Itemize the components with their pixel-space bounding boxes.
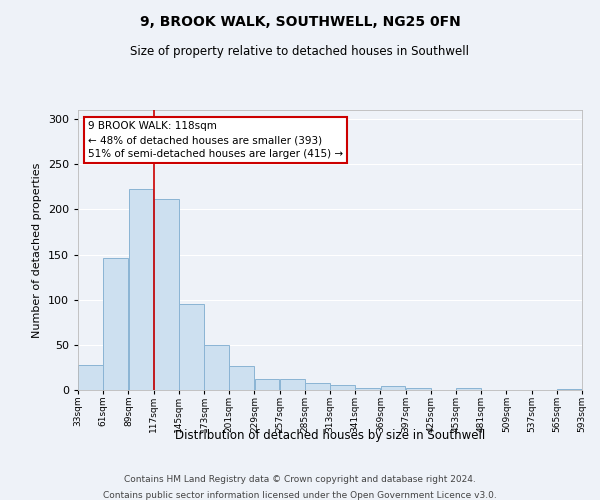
- Bar: [154, 200, 179, 390]
- Bar: [456, 388, 481, 390]
- Bar: [305, 383, 330, 390]
- Bar: [406, 388, 431, 390]
- Text: Contains HM Land Registry data © Crown copyright and database right 2024.: Contains HM Land Registry data © Crown c…: [124, 476, 476, 484]
- Bar: [128, 190, 154, 390]
- Text: Distribution of detached houses by size in Southwell: Distribution of detached houses by size …: [175, 428, 485, 442]
- Text: Size of property relative to detached houses in Southwell: Size of property relative to detached ho…: [131, 45, 470, 58]
- Bar: [280, 379, 305, 390]
- Text: Contains public sector information licensed under the Open Government Licence v3: Contains public sector information licen…: [103, 490, 497, 500]
- Y-axis label: Number of detached properties: Number of detached properties: [32, 162, 42, 338]
- Bar: [179, 304, 204, 390]
- Bar: [330, 386, 355, 390]
- Bar: [103, 258, 128, 390]
- Bar: [204, 345, 229, 390]
- Bar: [557, 389, 582, 390]
- Bar: [229, 366, 254, 390]
- Bar: [380, 386, 406, 390]
- Text: 9 BROOK WALK: 118sqm
← 48% of detached houses are smaller (393)
51% of semi-deta: 9 BROOK WALK: 118sqm ← 48% of detached h…: [88, 121, 343, 159]
- Bar: [78, 364, 103, 390]
- Bar: [254, 379, 280, 390]
- Bar: [355, 388, 380, 390]
- Text: 9, BROOK WALK, SOUTHWELL, NG25 0FN: 9, BROOK WALK, SOUTHWELL, NG25 0FN: [140, 15, 460, 29]
